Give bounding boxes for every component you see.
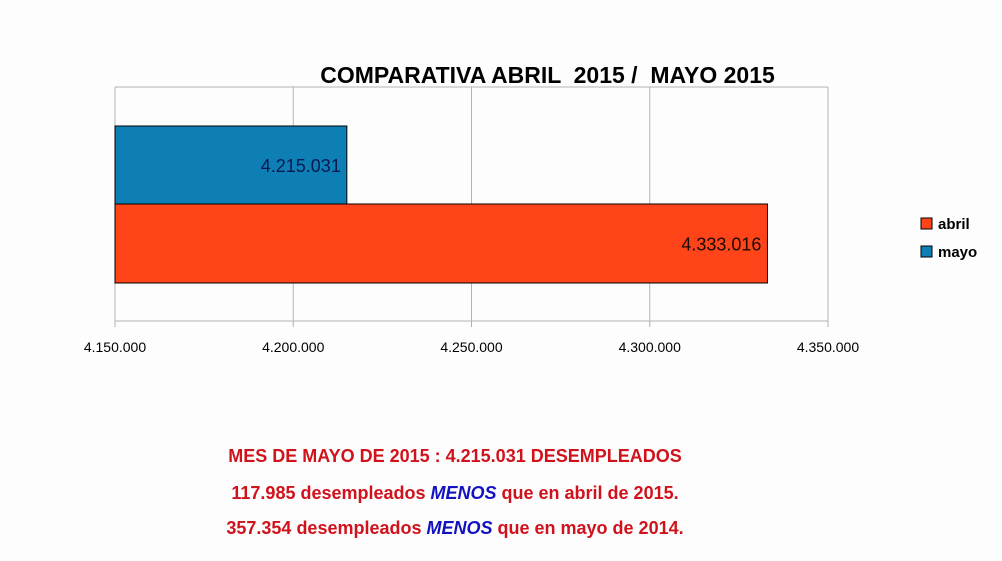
legend-label-mayo: mayo <box>938 244 977 261</box>
bar-mayo <box>114 125 348 205</box>
note-text: que en mayo de 2014. <box>492 518 684 538</box>
chart-title: COMPARATIVA ABRIL 2015 / MAYO 2015 <box>320 62 775 88</box>
x-tick-label: 4.200.000 <box>262 339 324 355</box>
data-label-abril: 4.333.016 <box>681 235 761 255</box>
legend-label-abril: abril <box>938 216 970 233</box>
data-label-mayo: 4.215.031 <box>261 156 341 176</box>
note-emphasis: MENOS <box>430 483 497 503</box>
note-line-3: 357.354 desempleados MENOS que en mayo d… <box>0 518 910 539</box>
note-text: que en abril de 2015. <box>496 483 679 503</box>
x-tick-label: 4.300.000 <box>619 339 681 355</box>
x-tick-label: 4.350.000 <box>797 339 859 355</box>
legend-swatch-mayo <box>920 245 933 258</box>
legend-swatch-abril <box>920 217 933 230</box>
note-text: 117.985 desempleados <box>231 483 431 503</box>
bar-abril <box>114 203 768 284</box>
x-tick-label: 4.150.000 <box>84 339 146 355</box>
x-tick-label: 4.250.000 <box>440 339 502 355</box>
note-text: 357.354 desempleados <box>226 518 427 538</box>
note-line-1: MES DE MAYO DE 2015 : 4.215.031 DESEMPLE… <box>228 446 682 466</box>
note-emphasis: MENOS <box>426 518 493 538</box>
note-line-2: 117.985 desempleados MENOS que en abril … <box>0 483 910 504</box>
